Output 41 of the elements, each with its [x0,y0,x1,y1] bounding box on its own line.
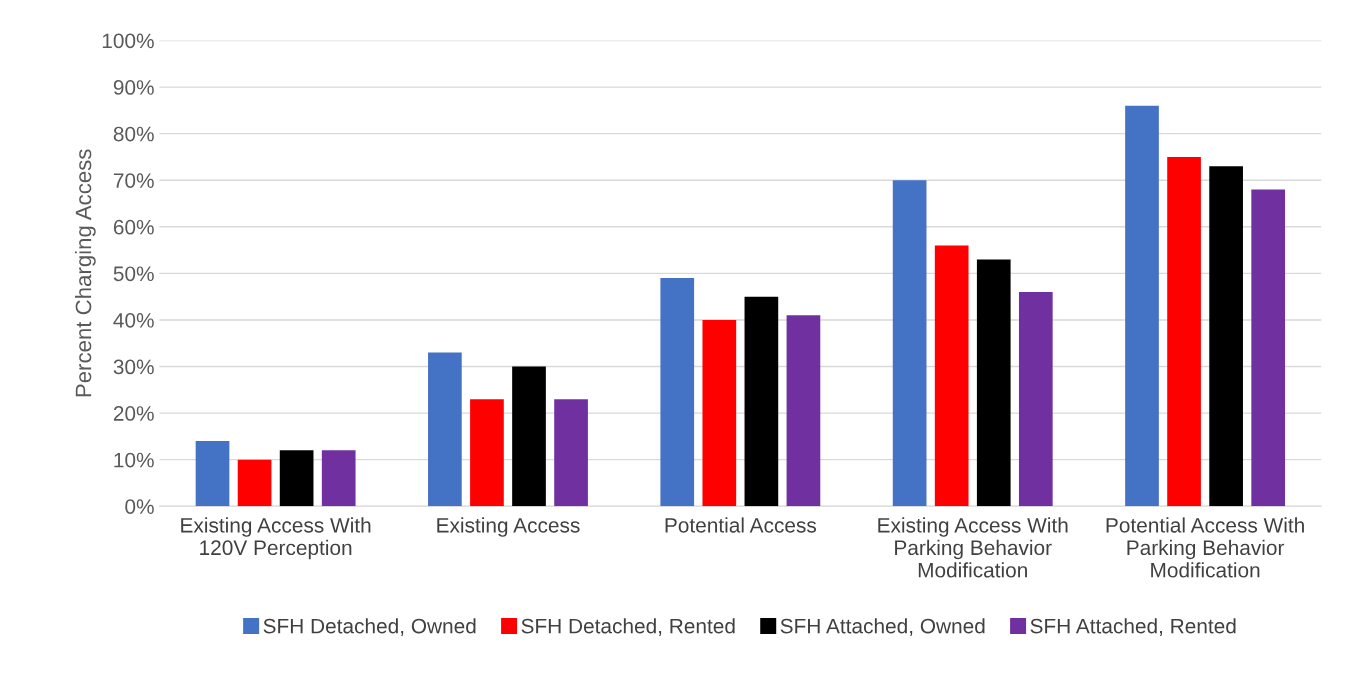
y-tick-label: 90% [113,80,154,95]
bar [1018,292,1053,507]
x-tick-label: Existing Access [437,517,580,537]
bar [1125,105,1159,507]
y-tick-label: 100% [102,33,154,49]
y-tick-label: 20% [113,406,154,421]
y-tick-label: 80% [113,126,154,142]
bar [428,352,462,507]
legend-label: SFH Attached, Owned [780,618,985,636]
x-tick-label: Existing Access With Parking Behavior Modification [878,517,1068,578]
y-tick-label: 60% [113,219,154,235]
legend-label: SFH Detached, Owned [263,618,476,636]
bar [237,459,272,507]
bar [1209,166,1243,507]
bar [1167,156,1201,507]
y-tick-label: 70% [113,173,154,188]
y-tick-label: 40% [113,312,154,328]
x-tick-label: Potential Access With Parking Behavior Modification [1106,517,1304,578]
bar [554,399,588,507]
bar [744,296,779,507]
bar [786,315,821,507]
bar [1251,189,1286,507]
bar [702,319,737,507]
bar [934,245,969,507]
y-tick-label: 0% [125,499,154,514]
bar [512,366,546,507]
bar [660,278,695,507]
bar [892,180,927,507]
bar [279,450,314,507]
y-tick-label: 10% [114,452,154,468]
bar [321,450,356,507]
legend-label: SFH Detached, Rented [521,618,735,636]
bar [470,399,504,507]
bar [976,259,1011,507]
legend-label: SFH Attached, Rented [1030,618,1236,636]
bar [195,441,230,507]
y-tick-label: 30% [113,359,154,375]
x-tick-label: Potential Access [665,517,817,533]
x-tick-label: Existing Access With 120V Perception [181,517,371,560]
y-tick-label: 50% [113,266,154,282]
y-axis-title: Percent Charging Access [75,149,96,397]
